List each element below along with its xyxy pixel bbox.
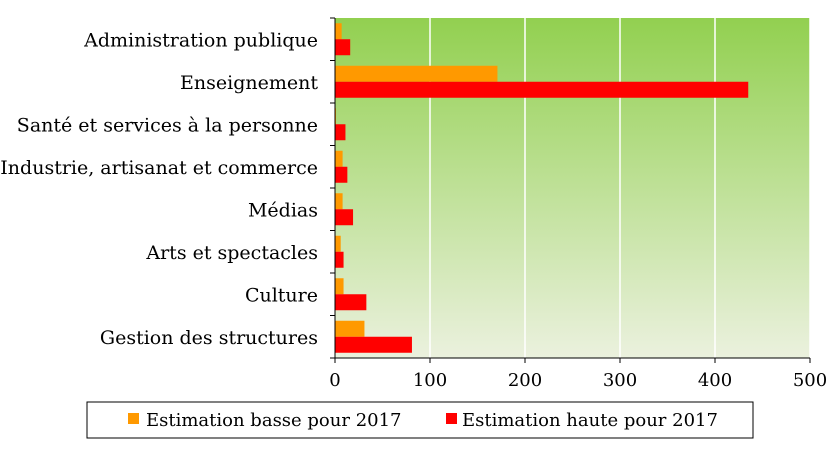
- bar-high: [335, 81, 749, 98]
- category-label: Industrie, artisanat et commerce: [0, 157, 318, 179]
- bar-low: [335, 150, 343, 167]
- bar-low: [335, 65, 498, 82]
- axes: [330, 17, 811, 363]
- legend-swatch-high: [446, 413, 457, 424]
- category-label: Santé et services à la personne: [17, 114, 318, 136]
- x-tick-labels: 0 100 200 300 400 500: [329, 370, 827, 391]
- bar-low: [335, 193, 343, 210]
- x-tick-label: 200: [508, 370, 542, 391]
- category-label: Enseignement: [180, 72, 318, 94]
- bar-high: [335, 336, 412, 353]
- bar-low: [335, 235, 341, 252]
- bar-high: [335, 294, 367, 311]
- legend-swatch-low: [128, 413, 139, 424]
- legend-label-high: Estimation haute pour 2017: [462, 410, 718, 431]
- legend: Estimation basse pour 2017 Estimation ha…: [86, 401, 754, 439]
- category-label: Administration publique: [83, 29, 318, 51]
- bar-high: [335, 209, 354, 226]
- bar-high: [335, 166, 348, 183]
- category-label: Gestion des structures: [100, 327, 318, 349]
- x-tick-label: 500: [793, 370, 827, 391]
- category-label: Médias: [248, 199, 318, 221]
- category-labels: Administration publique Enseignement Santé…: [0, 29, 318, 349]
- bar-high: [335, 251, 344, 268]
- bar-low: [335, 278, 344, 295]
- x-tick-label: 400: [698, 370, 732, 391]
- bar-low: [335, 320, 365, 337]
- category-label: Arts et spectacles: [145, 242, 318, 264]
- bar-high: [335, 39, 351, 56]
- bar-high: [335, 124, 346, 141]
- bars: [335, 23, 749, 353]
- x-tick-label: 300: [603, 370, 637, 391]
- bar-low: [335, 23, 342, 40]
- x-tick-label: 0: [329, 370, 340, 391]
- legend-label-low: Estimation basse pour 2017: [146, 410, 402, 431]
- x-tick-label: 100: [413, 370, 447, 391]
- legend-box: [86, 401, 754, 439]
- category-label: Culture: [245, 284, 318, 306]
